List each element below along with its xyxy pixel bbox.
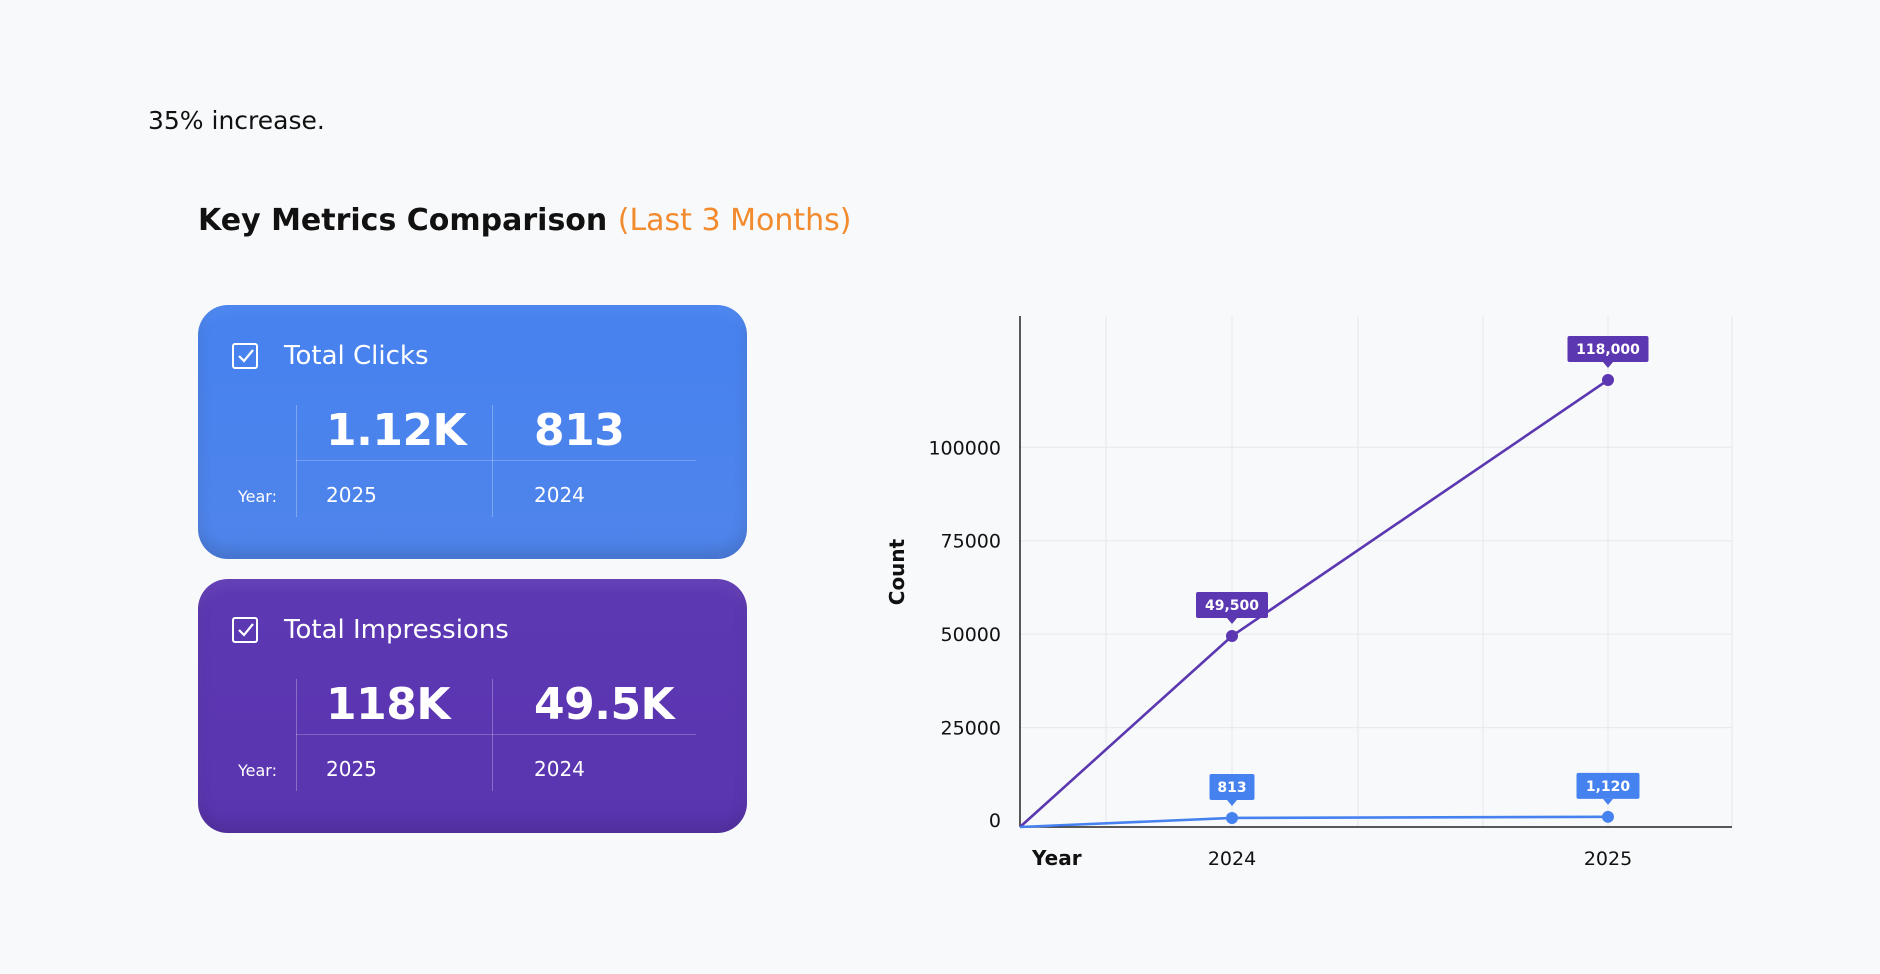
data-point bbox=[1226, 811, 1238, 824]
metric-value: 49.5K bbox=[534, 679, 675, 730]
page-title: Key Metrics Comparison (Last 3 Months) bbox=[198, 203, 851, 238]
data-point bbox=[1602, 374, 1614, 386]
divider bbox=[296, 679, 297, 791]
page-title-period: (Last 3 Months) bbox=[617, 203, 852, 238]
metrics-grid: 118K 49.5K 2025 2024 bbox=[296, 679, 696, 791]
metric-value: 1.12K bbox=[326, 405, 467, 456]
metric-value: 813 bbox=[534, 405, 625, 456]
card-title: Total Impressions bbox=[284, 615, 509, 645]
x-tick-label: 2024 bbox=[1208, 848, 1256, 870]
data-label-box bbox=[1567, 336, 1649, 362]
data-label-pointer bbox=[1227, 799, 1237, 806]
x-tick-label: 2025 bbox=[1584, 848, 1632, 870]
divider bbox=[492, 405, 493, 517]
card-title: Total Clicks bbox=[284, 341, 429, 371]
data-label-pointer bbox=[1603, 798, 1613, 805]
data-point bbox=[1226, 630, 1238, 643]
checkbox-icon[interactable] bbox=[232, 343, 258, 369]
checkbox-icon[interactable] bbox=[232, 617, 258, 643]
intro-text: 35% increase. bbox=[148, 106, 325, 135]
data-label-pointer bbox=[1227, 618, 1237, 625]
data-label-pointer bbox=[1603, 362, 1613, 368]
total-impressions-card: Total Impressions 118K 49.5K 2025 2024 Y… bbox=[198, 579, 747, 833]
metric-year: 2025 bbox=[326, 483, 377, 507]
y-tick-label: 75000 bbox=[941, 531, 1001, 553]
y-tick-label: 100000 bbox=[928, 437, 1001, 459]
metrics-grid: 1.12K 813 2025 2024 bbox=[296, 405, 696, 517]
x-axis-title: Year bbox=[1031, 846, 1082, 870]
data-label: 813 bbox=[1217, 780, 1246, 796]
y-tick-label: 50000 bbox=[941, 624, 1001, 646]
data-label: 118,000 bbox=[1576, 342, 1640, 358]
y-axis-title: Count bbox=[885, 538, 909, 605]
data-label-box bbox=[1196, 592, 1268, 619]
data-label: 49,500 bbox=[1205, 598, 1259, 614]
divider bbox=[296, 734, 696, 735]
divider bbox=[492, 679, 493, 791]
page-title-text: Key Metrics Comparison bbox=[198, 203, 618, 238]
y-tick-label: 25000 bbox=[941, 718, 1001, 740]
metric-year: 2025 bbox=[326, 757, 377, 781]
data-label-box bbox=[1209, 773, 1255, 800]
divider bbox=[296, 460, 696, 461]
year-label: Year: bbox=[238, 761, 277, 780]
y-tick-label: 0 bbox=[989, 810, 1001, 832]
data-label-box bbox=[1576, 772, 1640, 799]
data-point bbox=[1602, 810, 1614, 823]
total-clicks-card: Total Clicks 1.12K 813 2025 2024 Year: bbox=[198, 305, 747, 559]
data-label: 1,120 bbox=[1586, 779, 1631, 795]
year-label: Year: bbox=[238, 487, 277, 506]
metric-value: 118K bbox=[326, 679, 450, 730]
series-line bbox=[1019, 815, 1609, 829]
metric-year: 2024 bbox=[534, 757, 585, 781]
divider bbox=[296, 405, 297, 517]
metric-year: 2024 bbox=[534, 483, 585, 507]
